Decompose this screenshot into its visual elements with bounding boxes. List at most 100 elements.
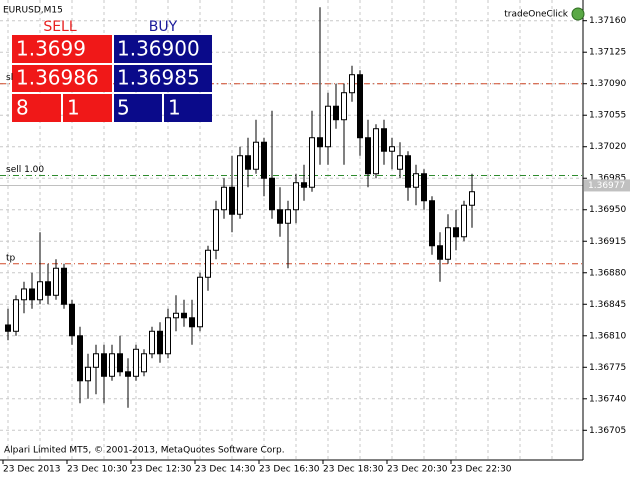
sell-mult-box[interactable]: [63, 94, 112, 122]
candle-body: [213, 209, 219, 251]
candle-body: [133, 348, 139, 377]
candle-body: [261, 141, 267, 179]
candle-body: [469, 191, 475, 206]
candle-body: [389, 146, 395, 152]
bid: 1.36986: [16, 66, 99, 90]
x-tick-label: 23 Dec 2013: [3, 465, 61, 475]
buy-button[interactable]: [114, 35, 212, 63]
x-tick-label: 23 Dec 14:30: [195, 465, 256, 475]
candle-body: [141, 353, 147, 373]
symbol: EURUSD,M15: [3, 6, 63, 16]
level-label: tp: [6, 253, 16, 263]
x-tick-label: 23 Dec 16:30: [259, 465, 320, 475]
candle-body: [229, 186, 235, 215]
candle-body: [325, 105, 331, 148]
candle-body: [413, 173, 419, 188]
candle-body: [29, 288, 35, 301]
candle-body: [45, 281, 51, 296]
y-tick-label: 1.36775: [589, 363, 626, 373]
y-tick-label: 1.36880: [589, 268, 626, 278]
buy-mult-box[interactable]: [164, 94, 212, 122]
candle-body: [109, 353, 115, 377]
candle-body: [245, 155, 251, 170]
ask: 1.36985: [117, 66, 200, 90]
candle-body: [373, 128, 379, 175]
candle-body: [285, 209, 291, 224]
candle-body: [333, 105, 339, 121]
candle-body: [237, 155, 243, 215]
level-label: sl: [6, 73, 13, 83]
y-tick-label: 1.36740: [589, 394, 626, 404]
y-tick-label: 1.36845: [589, 300, 626, 310]
candle-body: [69, 303, 75, 337]
y-tick-label: 1.36705: [589, 426, 626, 436]
y-tick-label: 1.37020: [589, 142, 626, 152]
candle-body: [397, 155, 403, 170]
candle-body: [405, 155, 411, 188]
candle-body: [61, 267, 67, 305]
y-tick-label: 1.37055: [589, 111, 626, 121]
current-price-label: 1.36977: [588, 181, 625, 191]
candle-body: [37, 281, 43, 301]
candle-body: [429, 200, 435, 247]
candle-body: [437, 245, 443, 260]
x-tick-label: 23 Dec 12:30: [131, 465, 192, 475]
ask-box: [114, 65, 212, 92]
candle-body: [269, 177, 275, 211]
buy-price: 1.36900: [117, 37, 200, 61]
candle-body: [189, 317, 195, 328]
candle-body: [301, 182, 307, 188]
y-tick-label: 1.36950: [589, 205, 626, 215]
sell-header: SELL: [43, 19, 77, 35]
candle-body: [253, 141, 259, 170]
y-tick-label: 1.37090: [589, 79, 626, 89]
y-tick-label: 1.36810: [589, 331, 626, 341]
candle-body: [221, 186, 227, 211]
candle-body: [341, 92, 347, 121]
candle-body: [357, 74, 363, 139]
sell-button[interactable]: [12, 35, 112, 63]
candle-body: [77, 335, 83, 382]
candle-body: [365, 137, 371, 175]
sell-price: 1.3699: [16, 37, 86, 61]
sell-lots-box[interactable]: [12, 94, 61, 122]
x-tick-label: 23 Dec 10:30: [67, 465, 128, 475]
sell-mult: 1: [67, 96, 80, 120]
current-price-box: [584, 179, 630, 192]
plot-area: [0, 0, 583, 460]
candle-body: [277, 209, 283, 224]
candle-body: [293, 182, 299, 211]
candle-body: [53, 267, 59, 296]
candle-body: [445, 227, 451, 260]
buy-lots-box[interactable]: [114, 94, 162, 122]
y-tick-label: 1.36985: [589, 174, 626, 184]
x-tick-label: 23 Dec 18:30: [323, 465, 384, 475]
candle-body: [317, 137, 323, 148]
candle-body: [93, 353, 99, 368]
y-tick-label: 1.37160: [589, 16, 626, 26]
footer: Alpari Limited MT5, © 2001-2013, MetaQuo…: [4, 446, 285, 456]
candle-body: [149, 330, 155, 355]
candle-body: [157, 330, 163, 355]
candle-body: [349, 74, 355, 94]
candle-body: [165, 317, 171, 355]
y-tick-label: 1.37125: [589, 48, 626, 58]
candle-body: [117, 353, 123, 373]
candle-body: [461, 204, 467, 238]
candle-body: [309, 137, 315, 188]
expert-icon[interactable]: [571, 7, 585, 21]
x-tick-label: 23 Dec 20:30: [387, 465, 448, 475]
candle-body: [21, 288, 27, 301]
y-tick-label: 1.36915: [589, 237, 626, 247]
trade-panel: SELL BUY 1.3699 1.36900 1.36986 1.36985 …: [12, 19, 212, 122]
expert-name: tradeOneClick: [504, 10, 569, 20]
bid-box: [12, 65, 112, 92]
buy-header: BUY: [149, 19, 178, 35]
candle-body: [13, 299, 19, 332]
candle-body: [381, 128, 387, 152]
candle-body: [173, 312, 179, 319]
candle-body: [421, 173, 427, 202]
candle-body: [101, 353, 107, 377]
candle-body: [125, 371, 131, 377]
